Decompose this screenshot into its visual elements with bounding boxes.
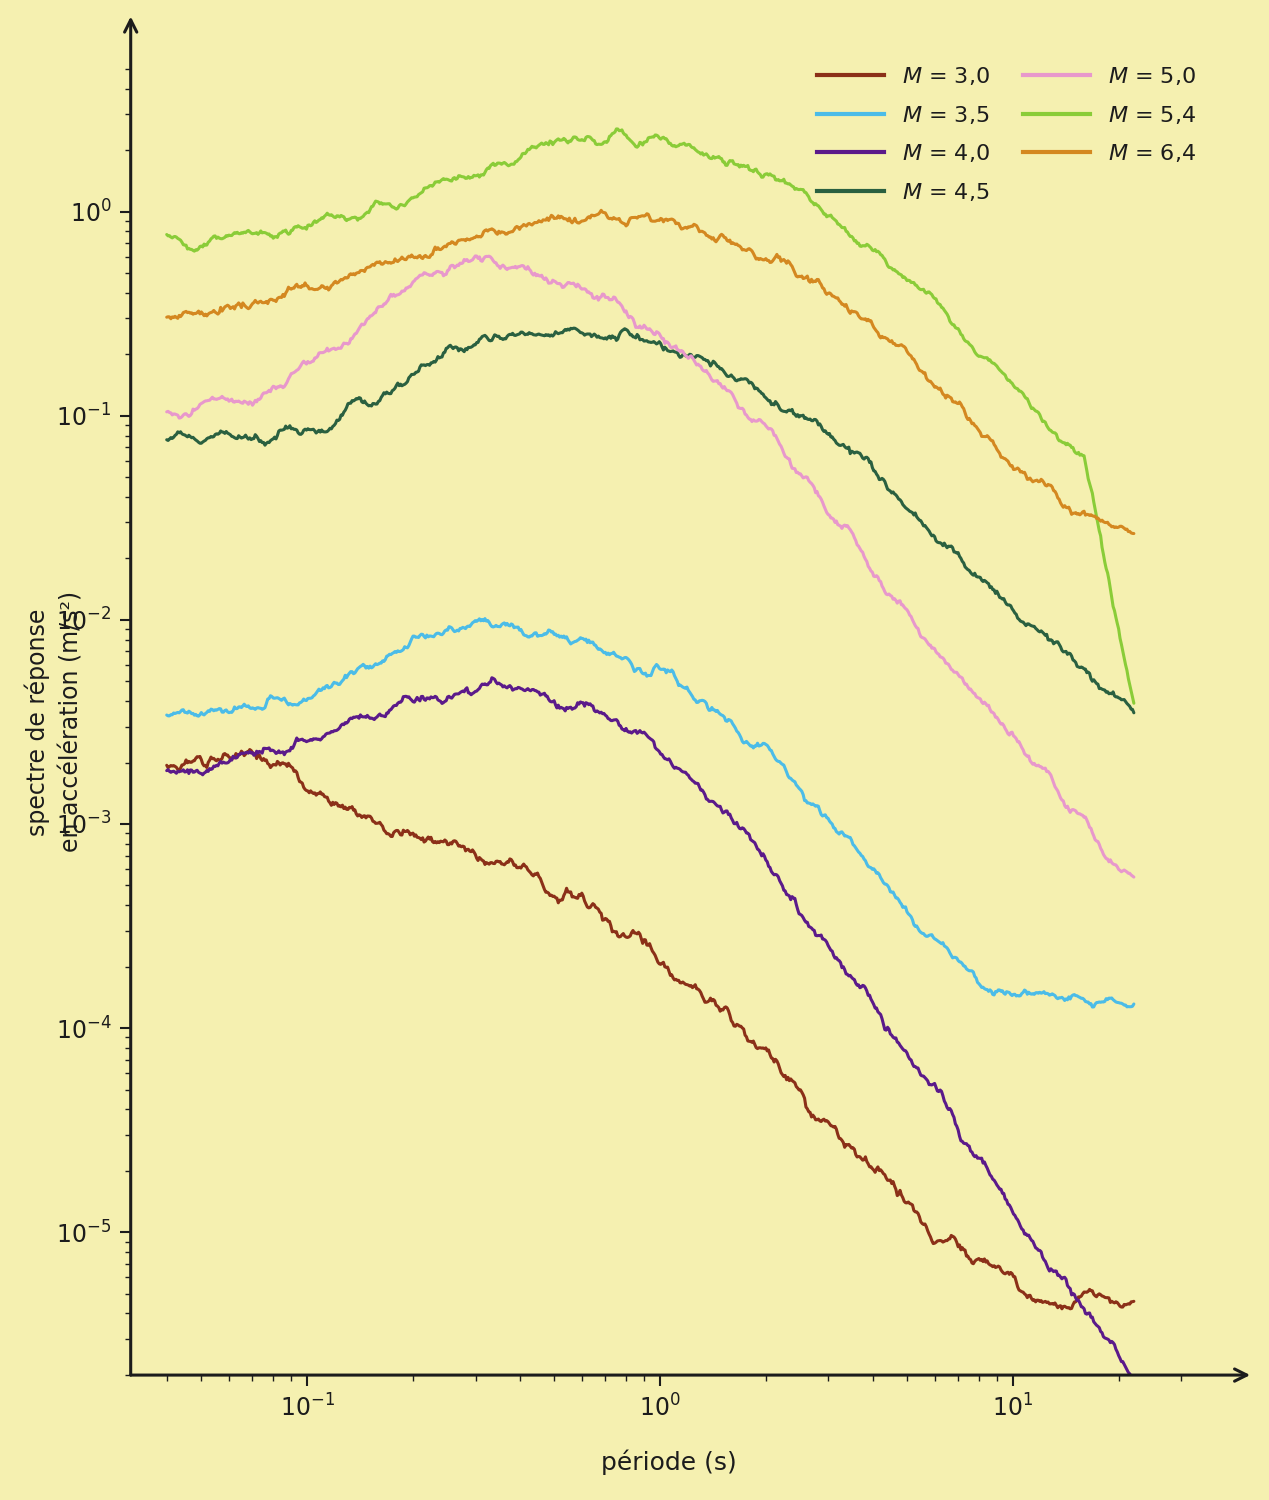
Legend: $\mathit{M}$ = 3,0, $\mathit{M}$ = 3,5, $\mathit{M}$ = 4,0, $\mathit{M}$ = 4,5, : $\mathit{M}$ = 3,0, $\mathit{M}$ = 3,5, … — [806, 54, 1207, 214]
Y-axis label: spectre de réponse
en accélération (m/s²): spectre de réponse en accélération (m/s²… — [25, 591, 84, 852]
X-axis label: période (s): période (s) — [602, 1449, 737, 1474]
